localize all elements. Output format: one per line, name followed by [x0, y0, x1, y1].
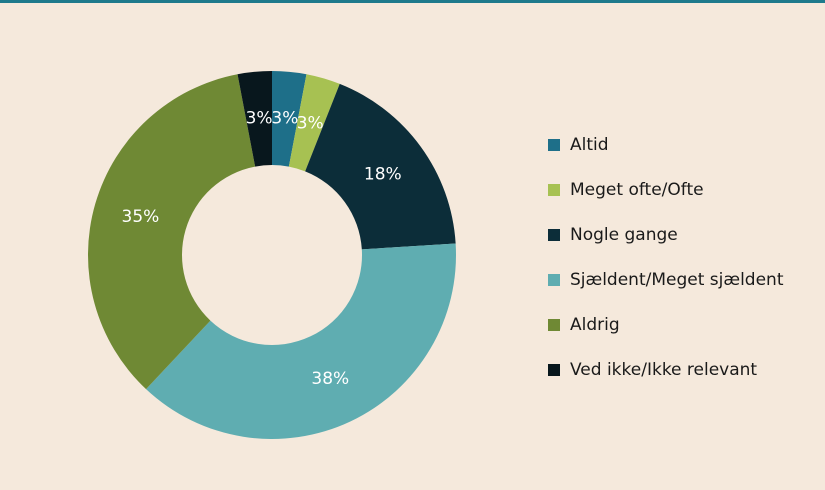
legend-label: Ved ikke/Ikke relevant: [570, 360, 757, 380]
data-label: 38%: [311, 369, 349, 389]
donut-segment: [237, 71, 272, 167]
legend-swatch: [548, 229, 560, 241]
legend-swatch: [548, 319, 560, 331]
legend-swatch: [548, 139, 560, 151]
data-label: 18%: [364, 164, 402, 184]
legend-label: Sjældent/Meget sjældent: [570, 270, 784, 290]
data-label: 3%: [297, 113, 324, 133]
donut-segment: [146, 243, 456, 439]
legend-swatch: [548, 184, 560, 196]
legend-swatch: [548, 364, 560, 376]
donut-segment: [305, 83, 456, 250]
legend-label: Meget ofte/Ofte: [570, 180, 704, 200]
top-rule: [0, 0, 825, 3]
legend-label: Altid: [570, 135, 609, 155]
legend-label: Nogle gange: [570, 225, 678, 245]
donut-segment: [288, 74, 340, 172]
legend-swatch: [548, 274, 560, 286]
legend-label: Aldrig: [570, 315, 620, 335]
donut-segment: [272, 71, 307, 167]
data-label: 35%: [122, 207, 160, 227]
donut-segment: [87, 74, 256, 390]
data-label: 3%: [271, 109, 298, 129]
data-label: 3%: [246, 109, 273, 129]
